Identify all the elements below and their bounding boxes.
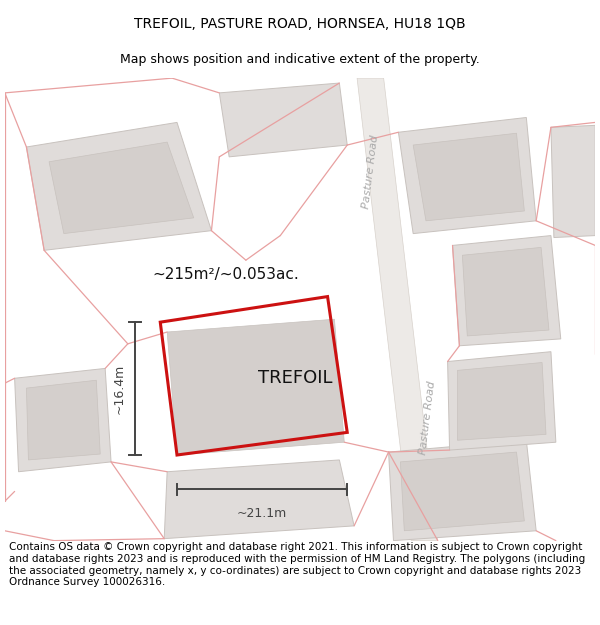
Text: TREFOIL, PASTURE ROAD, HORNSEA, HU18 1QB: TREFOIL, PASTURE ROAD, HORNSEA, HU18 1QB (134, 17, 466, 31)
Polygon shape (448, 352, 556, 450)
Polygon shape (457, 362, 546, 440)
Polygon shape (167, 319, 344, 455)
Text: Map shows position and indicative extent of the property.: Map shows position and indicative extent… (120, 53, 480, 66)
Text: Contains OS data © Crown copyright and database right 2021. This information is : Contains OS data © Crown copyright and d… (9, 542, 585, 587)
Polygon shape (551, 126, 595, 238)
Polygon shape (220, 83, 347, 157)
Text: ~215m²/~0.053ac.: ~215m²/~0.053ac. (152, 268, 299, 282)
Text: TREFOIL: TREFOIL (258, 369, 332, 388)
Polygon shape (463, 248, 549, 336)
Polygon shape (400, 452, 524, 531)
Polygon shape (14, 368, 111, 472)
Polygon shape (357, 78, 438, 541)
Polygon shape (389, 440, 536, 541)
Polygon shape (26, 380, 100, 460)
Polygon shape (452, 236, 561, 346)
Text: Pasture Road: Pasture Road (361, 134, 380, 209)
Polygon shape (413, 133, 524, 221)
Text: ~21.1m: ~21.1m (237, 507, 287, 520)
Text: Pasture Road: Pasture Road (418, 380, 437, 455)
Text: ~16.4m: ~16.4m (112, 364, 125, 414)
Polygon shape (398, 118, 536, 234)
Polygon shape (164, 460, 354, 539)
Polygon shape (49, 142, 194, 234)
Polygon shape (26, 122, 211, 251)
